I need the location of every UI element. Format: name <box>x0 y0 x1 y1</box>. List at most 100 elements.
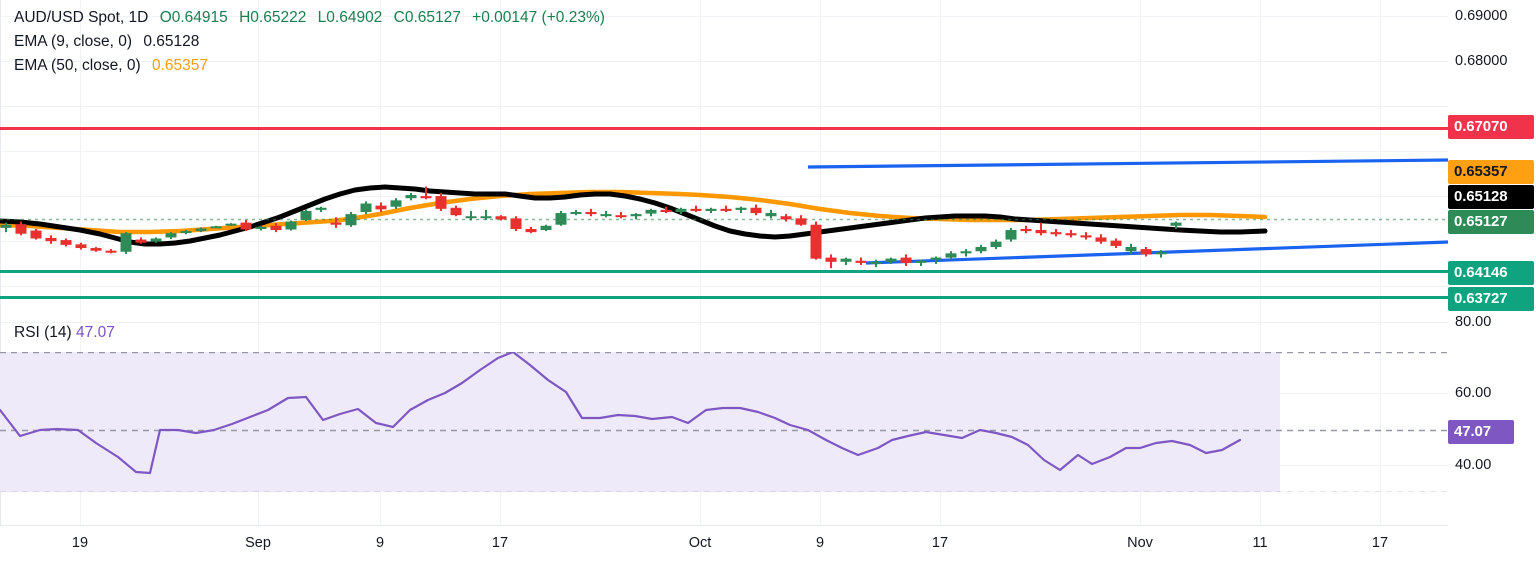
candle-body <box>480 216 492 219</box>
candle-body <box>105 250 117 253</box>
candle-body <box>180 231 192 234</box>
candle-body <box>600 214 612 217</box>
candle-body <box>630 214 642 217</box>
candle-body <box>675 208 687 212</box>
time-axis-tick: 9 <box>375 535 385 551</box>
candle-body <box>780 216 792 220</box>
candle-body <box>405 195 417 199</box>
candle-body <box>465 216 477 219</box>
rsi-tick: 80.00 <box>1455 314 1492 330</box>
candle-body <box>1020 228 1032 232</box>
time-axis-tick: Nov <box>1127 535 1153 551</box>
candle-body <box>855 260 867 263</box>
candle-body <box>240 222 252 230</box>
price-tick: 0.69000 <box>1455 8 1508 24</box>
candle-body <box>435 196 447 209</box>
rsi-pane <box>0 352 1448 492</box>
candle-body <box>1065 233 1077 236</box>
candle-body <box>420 196 432 199</box>
candle-body <box>795 218 807 225</box>
candle-body <box>135 239 147 243</box>
candle-body <box>30 230 42 239</box>
price-label-support-1[interactable]: 0.64146 <box>1448 261 1534 285</box>
candle-body <box>510 218 522 229</box>
candle-body <box>0 224 12 228</box>
candle-body <box>345 214 357 226</box>
candle-body <box>45 237 57 242</box>
time-axis[interactable]: 19 Sep 9 17 Oct 9 17 Nov 11 17 <box>0 525 1448 564</box>
rsi-tick: 60.00 <box>1455 385 1492 401</box>
candle-body <box>195 228 207 232</box>
candle-body <box>285 221 297 230</box>
candle-body <box>735 207 747 210</box>
candle-body <box>150 238 162 242</box>
candle-body <box>990 241 1002 247</box>
chart-plot-area[interactable] <box>0 0 1448 525</box>
candle-body <box>165 233 177 238</box>
candle-body <box>1125 246 1137 252</box>
candle-body <box>300 210 312 220</box>
candle-body <box>1155 252 1167 255</box>
candle-body <box>1140 249 1152 255</box>
candle-body <box>120 233 132 252</box>
time-axis-tick: 17 <box>491 535 509 551</box>
candle-body <box>15 224 27 234</box>
candle-body <box>60 240 72 245</box>
candle-body <box>945 253 957 258</box>
candle-body <box>765 213 777 217</box>
candle-body <box>225 223 237 226</box>
candle-body <box>885 258 897 262</box>
candle-body <box>645 209 657 214</box>
candlestick-series <box>0 186 1182 269</box>
candle-body <box>690 208 702 211</box>
candle-body <box>870 261 882 264</box>
price-pane <box>0 127 1448 299</box>
time-axis-tick: Sep <box>245 535 271 551</box>
candle-body <box>555 213 567 225</box>
candle-body <box>660 209 672 212</box>
candle-body <box>750 207 762 214</box>
candle-body <box>1005 230 1017 240</box>
candle-body <box>1095 237 1107 242</box>
candle-body <box>315 207 327 210</box>
candle-body <box>330 222 342 225</box>
candle-body <box>840 258 852 262</box>
channel-upper-line <box>807 158 1448 169</box>
time-axis-tick: 9 <box>815 535 825 551</box>
price-axis[interactable]: 0.69000 0.68000 80.00 60.00 40.00 0.6707… <box>1448 0 1536 564</box>
candle-body <box>585 212 597 215</box>
time-axis-tick: Oct <box>688 535 712 551</box>
candle-body <box>975 246 987 252</box>
candle-body <box>1050 232 1062 235</box>
candle-body <box>375 205 387 210</box>
time-axis-tick: 19 <box>71 535 89 551</box>
candle-body <box>915 260 927 263</box>
price-label-resistance[interactable]: 0.67070 <box>1448 115 1534 139</box>
candle-body <box>705 208 717 211</box>
rsi-value-label[interactable]: 47.07 <box>1448 420 1514 444</box>
candle-body <box>450 207 462 216</box>
time-axis-tick: 17 <box>1371 535 1389 551</box>
price-label-last-close[interactable]: 0.65127 <box>1448 210 1534 234</box>
candle-body <box>810 224 822 259</box>
candle-body <box>1110 240 1122 246</box>
candle-body <box>1170 222 1182 226</box>
rsi-tick: 40.00 <box>1455 457 1492 473</box>
candle-body <box>540 225 552 231</box>
time-axis-tick: 11 <box>1252 535 1268 551</box>
candle-body <box>90 248 102 251</box>
price-label-support-2[interactable]: 0.63727 <box>1448 287 1534 311</box>
candle-body <box>360 203 372 212</box>
candle-body <box>525 228 537 233</box>
time-axis-tick: 17 <box>931 535 949 551</box>
candle-body <box>570 212 582 214</box>
candle-body <box>1035 230 1047 234</box>
candle-body <box>960 251 972 254</box>
candle-body <box>720 208 732 211</box>
candle-body <box>825 257 837 262</box>
price-tick: 0.68000 <box>1455 53 1508 69</box>
candle-body <box>615 215 627 218</box>
price-label-ema50[interactable]: 0.65357 <box>1448 160 1534 184</box>
price-label-ema9[interactable]: 0.65128 <box>1448 185 1534 209</box>
